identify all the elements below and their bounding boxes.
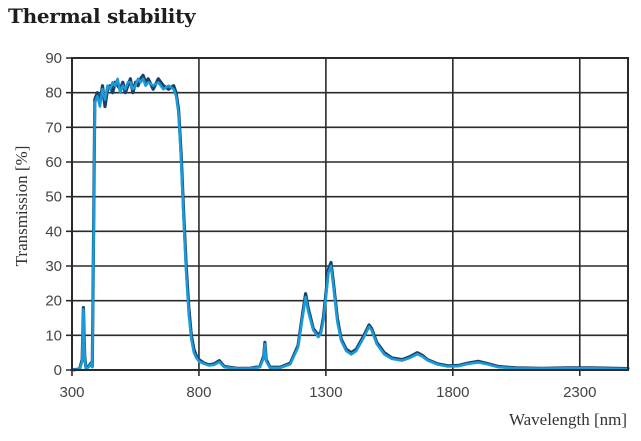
y-tick-label: 20 — [45, 293, 62, 310]
y-tick-label: 40 — [45, 223, 62, 240]
y-tick-label: 90 — [45, 50, 62, 67]
y-tick-label: 30 — [45, 258, 62, 275]
y-tick-label: 10 — [45, 327, 62, 344]
chart-title: Thermal stability — [8, 4, 196, 28]
y-axis-ticks: 0 10 20 30 40 50 60 70 80 90 — [45, 50, 62, 379]
y-tick-label: 80 — [45, 85, 62, 102]
series-line-dark — [70, 73, 630, 372]
series-line-light — [70, 77, 630, 372]
y-tick-label: 70 — [45, 119, 62, 136]
x-tick-label: 800 — [186, 384, 211, 401]
x-tick-label: 2300 — [563, 384, 596, 401]
y-tick-label: 0 — [54, 362, 62, 379]
grid-lines — [66, 57, 628, 376]
x-tick-label: 300 — [59, 384, 84, 401]
x-tick-label: 1800 — [436, 384, 469, 401]
data-series — [70, 73, 630, 372]
x-axis-ticks: 300 800 1300 1800 2300 — [59, 384, 596, 401]
x-axis-label: Wavelength [nm] — [508, 410, 627, 429]
y-tick-label: 60 — [45, 154, 62, 171]
y-tick-label: 50 — [45, 189, 62, 206]
x-tick-label: 1300 — [309, 384, 342, 401]
plot-frame — [71, 57, 629, 371]
